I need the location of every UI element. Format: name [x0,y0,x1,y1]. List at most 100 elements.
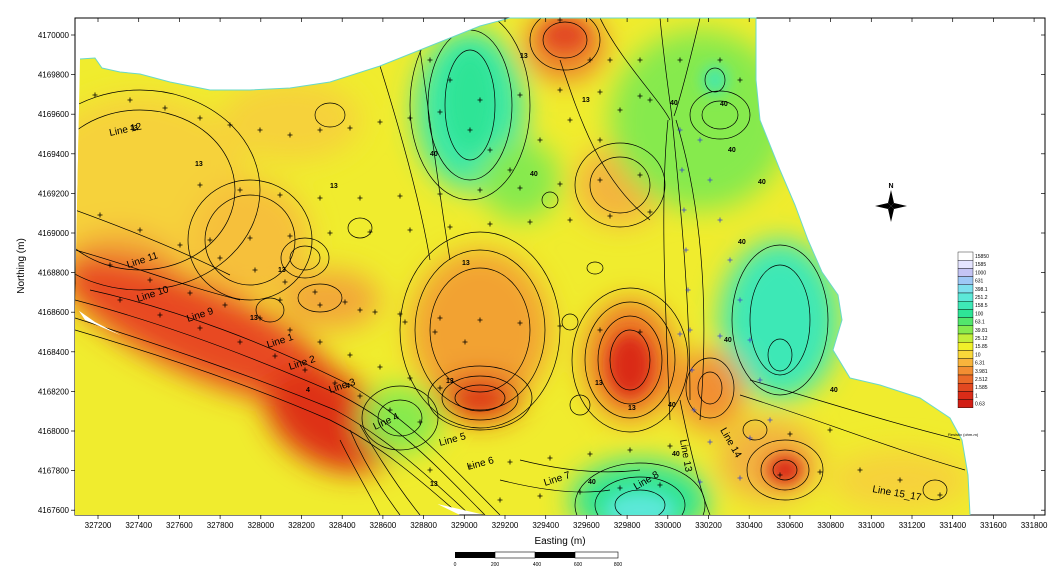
x-tick-label: 328000 [247,521,274,530]
station-marker [547,455,553,461]
x-tick-label: 328400 [329,521,356,530]
station-marker [691,407,697,413]
station-marker [685,287,691,293]
station-marker [467,463,473,469]
station-marker [117,297,123,303]
legend-swatch [957,383,974,392]
y-tick-label: 4169800 [38,71,70,80]
contour-label: 13 [250,315,258,322]
station-marker [777,472,783,478]
x-tick-label: 329800 [614,521,641,530]
station-marker [272,353,278,359]
station-marker [287,327,293,333]
legend-label: 10 [975,352,981,358]
station-marker [277,297,283,303]
station-marker [657,482,663,488]
station-marker [92,92,98,98]
station-marker [527,219,533,225]
legend-label: 15850 [975,254,989,260]
legend-label: 398.1 [975,287,988,293]
legend-label: 0.63 [975,402,985,408]
legend-label: 1585 [975,262,986,268]
station-marker [597,327,603,333]
x-tick-label: 331400 [939,521,966,530]
station-marker [827,427,833,433]
x-axis-ticks: 327200 327400 327600 327800 328000 328200 3284… [85,18,1048,530]
station-marker [587,451,593,457]
station-marker [707,177,713,183]
station-marker [787,431,793,437]
legend-swatch [957,366,974,376]
station-marker [557,323,563,329]
contour-label: 40 [670,100,678,107]
contour-label: 40 [668,402,676,409]
station-marker [217,255,223,261]
station-marker [437,109,443,115]
station-marker [757,377,763,383]
y-tick-label: 4168200 [38,387,70,396]
station-marker [607,57,613,63]
station-marker [477,317,483,323]
y-axis-ticks: 4170000 4169800 4169600 4169400 4169200 41690… [38,31,1045,515]
contour-label: 13 [330,183,338,190]
station-marker [207,237,213,243]
x-tick-label: 330000 [654,521,681,530]
station-marker [447,224,453,230]
station-marker [432,329,438,335]
legend-label: 158.5 [975,303,988,309]
contour-label: 13 [278,267,286,274]
station-marker [357,195,363,201]
station-marker [637,329,643,335]
station-marker [477,187,483,193]
station-marker [317,302,323,308]
station-marker [312,289,318,295]
legend-label: 1 [975,393,978,399]
station-marker [427,57,433,63]
station-marker [357,393,363,399]
station-marker [597,89,603,95]
y-tick-label: 4168800 [38,269,70,278]
station-marker [747,435,753,441]
station-marker [317,195,323,201]
x-tick-label: 331600 [980,521,1007,530]
station-marker [162,105,168,111]
station-marker [497,497,503,503]
legend-label: 25.12 [975,336,988,342]
y-tick-label: 4169600 [38,110,70,119]
x-axis-label: Easting (m) [534,536,585,547]
x-tick-label: 330200 [695,521,722,530]
station-marker [282,279,288,285]
station-marker [737,297,743,303]
contour-label: 13 [195,161,203,168]
x-tick-label: 329000 [451,521,478,530]
y-tick-label: 4169400 [38,150,70,159]
contour-label: 40 [720,101,728,108]
legend-swatch [957,399,974,409]
legend-swatch [957,342,974,351]
station-marker [667,443,673,449]
station-marker [437,191,443,197]
station-marker [727,257,733,263]
x-tick-label: 330800 [817,521,844,530]
legend-swatch [957,358,974,368]
station-marker [327,230,333,236]
legend-label: 15.85 [975,344,988,350]
station-marker [437,385,443,391]
station-marker [367,229,373,235]
station-marker [689,367,695,373]
x-tick-label: 330400 [736,521,763,530]
contour-label: 40 [830,387,838,394]
scale-bar: 0 200 400 600 800 [454,551,622,568]
contour-label: 40 [588,479,596,486]
legend-swatch [957,317,974,327]
y-tick-label: 4169000 [38,229,70,238]
x-tick-label: 331000 [858,521,885,530]
station-marker [277,192,283,198]
x-tick-label: 331800 [1021,521,1048,530]
station-marker [737,475,743,481]
station-marker [637,57,643,63]
station-marker [407,375,413,381]
contour-label: 13 [520,53,528,60]
station-marker [687,327,693,333]
x-tick-label: 327800 [207,521,234,530]
